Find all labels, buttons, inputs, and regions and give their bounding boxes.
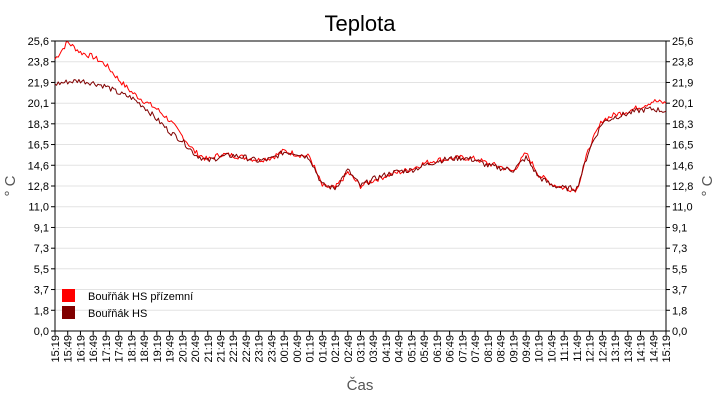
x-tick-label: 09:19 — [508, 335, 520, 363]
x-tick-label: 01:19 — [305, 335, 317, 363]
x-tick-label: 02:49 — [343, 335, 355, 363]
y-tick-label: 11,0 — [672, 202, 693, 214]
x-tick-label: 01:49 — [317, 335, 329, 363]
x-tick-label: 23:49 — [266, 335, 278, 363]
x-tick-label: 07:49 — [470, 335, 482, 363]
x-tick-label: 11:19 — [559, 335, 571, 362]
y-tick-label: 20,1 — [672, 98, 693, 110]
x-tick-label: 15:49 — [63, 335, 75, 363]
x-tick-label: 18:19 — [126, 335, 138, 363]
x-tick-label: 23:19 — [254, 335, 266, 363]
x-tick-label: 04:19 — [381, 335, 393, 363]
x-tick-label: 20:49 — [190, 335, 202, 363]
x-tick-label: 06:49 — [445, 335, 457, 363]
y-tick-label: 21,9 — [28, 77, 49, 89]
x-tick-label: 13:49 — [623, 335, 635, 363]
x-tick-label: 06:19 — [432, 335, 444, 363]
x-tick-label: 15:19 — [50, 335, 62, 363]
y-axis-label-left: ° C — [2, 175, 19, 196]
x-tick-label: 13:19 — [610, 335, 622, 363]
x-tick-label: 16:19 — [75, 335, 87, 363]
x-tick-label: 03:49 — [368, 335, 380, 363]
x-tick-label: 00:19 — [279, 335, 291, 363]
x-tick-label: 12:19 — [585, 335, 597, 363]
y-tick-label: 25,6 — [28, 36, 49, 48]
x-tick-label: 21:19 — [203, 335, 215, 363]
x-tick-label: 02:19 — [330, 335, 342, 363]
y-tick-label: 14,6 — [28, 160, 49, 172]
grid-lines — [55, 40, 666, 332]
y-tick-label: 12,8 — [672, 181, 693, 193]
series-layer — [54, 41, 667, 193]
legend-label: Bouřňák HS — [88, 308, 147, 320]
y-axis-right: 0,0 1,8 3,7 5,5 7,3 9,1 11,0 12,8 14,6 16,5 18,3 20… — [666, 36, 693, 338]
legend-swatch — [62, 289, 75, 302]
x-tick-label: 20:19 — [177, 335, 189, 363]
x-tick-label: 19:19 — [152, 335, 164, 363]
x-tick-label: 03:19 — [356, 335, 368, 363]
y-tick-label: 16,5 — [28, 140, 49, 152]
y-tick-label: 9,1 — [34, 222, 49, 234]
y-tick-label: 1,8 — [34, 305, 49, 317]
x-tick-label: 05:49 — [419, 335, 431, 363]
x-tick-label: 09:49 — [521, 335, 533, 363]
x-axis-label: Čas — [347, 377, 374, 394]
x-tick-label: 10:19 — [534, 335, 546, 363]
x-tick-label: 14:49 — [648, 335, 660, 363]
x-tick-label: 12:49 — [597, 335, 609, 363]
x-tick-label: 17:19 — [101, 335, 113, 363]
x-tick-label: 14:19 — [636, 335, 648, 363]
x-tick-label: 10:49 — [546, 335, 558, 363]
x-tick-label: 22:49 — [241, 335, 253, 363]
y-tick-label: 23,8 — [28, 57, 49, 69]
y-tick-label: 0,0 — [672, 326, 687, 338]
series-line-1 — [54, 41, 667, 193]
x-tick-label: 00:49 — [292, 335, 304, 363]
y-tick-label: 12,8 — [28, 181, 49, 193]
y-tick-label: 16,5 — [672, 140, 693, 152]
y-tick-label: 23,8 — [672, 57, 693, 69]
chart-title: Teplota — [325, 11, 397, 36]
y-axis-left: 0,0 1,8 3,7 5,5 7,3 9,1 11,0 12,8 14,6 16,5 18,3 20… — [28, 36, 55, 338]
legend: Bouřňák HS přízemní Bouřňák HS — [62, 289, 193, 320]
series-line-2 — [54, 79, 667, 192]
x-tick-label: 11:49 — [572, 335, 584, 362]
legend-label: Bouřňák HS přízemní — [88, 291, 193, 303]
x-tick-label: 08:49 — [496, 335, 508, 363]
x-tick-label: 07:19 — [457, 335, 469, 363]
y-tick-label: 25,6 — [672, 36, 693, 48]
x-tick-label: 08:19 — [483, 335, 495, 363]
x-tick-label: 05:19 — [406, 335, 418, 363]
y-axis-label-right: ° C — [699, 175, 716, 196]
x-tick-label: 16:49 — [88, 335, 100, 363]
x-tick-label: 19:49 — [165, 335, 177, 363]
y-tick-label: 20,1 — [28, 98, 49, 110]
y-tick-label: 9,1 — [672, 222, 687, 234]
x-tick-label: 17:49 — [114, 335, 126, 363]
x-axis: 15:19 15:49 16:19 16:49 17:19 17:49 18:19 18:49… — [50, 331, 673, 363]
y-tick-label: 11,0 — [28, 202, 49, 214]
y-tick-label: 5,5 — [672, 264, 687, 276]
y-tick-label: 18,3 — [28, 119, 49, 131]
legend-swatch — [62, 306, 75, 319]
y-tick-label: 21,9 — [672, 77, 693, 89]
x-tick-label: 15:19 — [661, 335, 673, 363]
y-tick-label: 7,3 — [34, 243, 49, 255]
y-tick-label: 3,7 — [34, 285, 49, 297]
x-tick-label: 04:49 — [394, 335, 406, 363]
y-tick-label: 1,8 — [672, 305, 687, 317]
x-tick-label: 21:49 — [215, 335, 227, 363]
y-tick-label: 7,3 — [672, 243, 687, 255]
y-tick-label: 18,3 — [672, 119, 693, 131]
y-tick-label: 0,0 — [34, 326, 49, 338]
y-tick-label: 3,7 — [672, 285, 687, 297]
y-tick-label: 5,5 — [34, 264, 49, 276]
x-tick-label: 22:19 — [228, 335, 240, 363]
x-tick-label: 18:49 — [139, 335, 151, 363]
y-tick-label: 14,6 — [672, 160, 693, 172]
